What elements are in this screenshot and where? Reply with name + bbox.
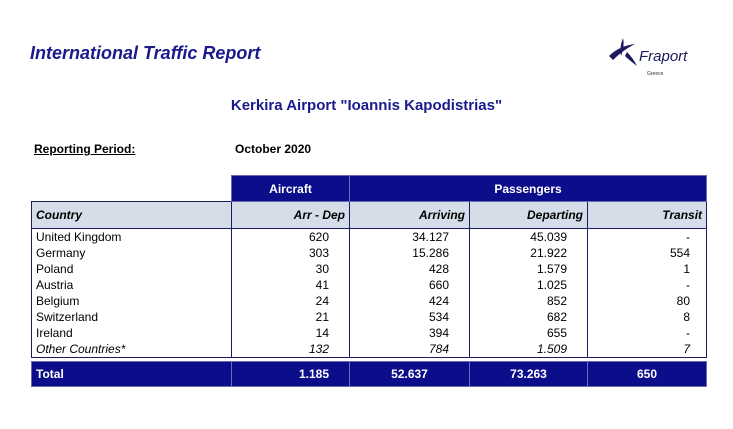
departing-cell: 21.922 xyxy=(469,245,588,261)
table-row: United Kingdom 620 34.127 45.039 - xyxy=(31,228,708,245)
transit-cell: 8 xyxy=(586,309,708,325)
country-cell: Poland xyxy=(31,261,232,277)
arr-dep-cell: 21 xyxy=(231,309,350,325)
arr-dep-cell: 30 xyxy=(231,261,350,277)
fraport-star-icon xyxy=(609,38,637,66)
departing-column-header: Departing xyxy=(469,201,588,229)
total-departing: 73.263 xyxy=(469,361,588,387)
logo-subtext: Greece xyxy=(647,71,664,77)
total-arr-dep: 1.185 xyxy=(231,361,350,387)
departing-cell: 655 xyxy=(469,325,588,341)
arr-dep-cell: 41 xyxy=(231,277,350,293)
transit-column-header: Transit xyxy=(586,201,708,229)
arr-dep-cell: 620 xyxy=(231,228,350,245)
arriving-cell: 660 xyxy=(349,277,470,293)
group-header-row: Aircraft Passengers xyxy=(32,175,708,202)
arriving-cell: 424 xyxy=(349,293,470,309)
country-cell: Other Countries* xyxy=(31,341,232,358)
country-column-header: Country xyxy=(31,201,232,229)
country-cell: Ireland xyxy=(31,325,232,341)
table-row: Switzerland 21 534 682 8 xyxy=(31,309,708,325)
arr-dep-cell: 132 xyxy=(231,341,350,358)
logo-wordmark: Fraport xyxy=(639,48,688,65)
arr-dep-cell: 303 xyxy=(231,245,350,261)
airport-name: Kerkira Airport "Ioannis Kapodistrias" xyxy=(230,97,503,114)
arr-dep-cell: 24 xyxy=(231,293,350,309)
table-row: Austria 41 660 1.025 - xyxy=(31,277,708,293)
country-cell: Austria xyxy=(31,277,232,293)
transit-cell: - xyxy=(586,325,708,341)
aircraft-group-header: Aircraft xyxy=(231,175,350,202)
country-cell: Switzerland xyxy=(31,309,232,325)
arriving-cell: 34.127 xyxy=(349,228,470,245)
passengers-group-header: Passengers xyxy=(348,175,708,202)
transit-cell: 7 xyxy=(586,341,708,358)
transit-cell: - xyxy=(586,277,708,293)
total-transit: 650 xyxy=(586,361,708,387)
airport-heading: Kerkira Airport "Ioannis Kapodistrias" xyxy=(0,97,733,115)
total-label: Total xyxy=(31,361,232,387)
departing-cell: 45.039 xyxy=(469,228,588,245)
country-cell: United Kingdom xyxy=(31,228,232,245)
column-header-row: Country Arr - Dep Arriving Departing Tra… xyxy=(31,201,708,229)
arr-dep-cell: 14 xyxy=(231,325,350,341)
transit-cell: - xyxy=(586,228,708,245)
table-row: Other Countries* 132 784 1.509 7 xyxy=(31,341,708,358)
traffic-table: Aircraft Passengers Country Arr - Dep Ar… xyxy=(31,175,708,387)
departing-cell: 682 xyxy=(469,309,588,325)
departing-cell: 1.579 xyxy=(469,261,588,277)
country-cell: Germany xyxy=(31,245,232,261)
total-row: Total 1.185 52.637 73.263 650 xyxy=(31,361,708,387)
arr-dep-column-header: Arr - Dep xyxy=(231,201,350,229)
departing-cell: 1.025 xyxy=(469,277,588,293)
table-row: Germany 303 15.286 21.922 554 xyxy=(31,245,708,261)
group-header-blank xyxy=(32,176,232,202)
fraport-logo: Fraport Greece xyxy=(605,32,710,80)
report-title: International Traffic Report xyxy=(30,43,261,63)
country-cell: Belgium xyxy=(31,293,232,309)
transit-cell: 1 xyxy=(586,261,708,277)
arriving-cell: 15.286 xyxy=(349,245,470,261)
total-arriving: 52.637 xyxy=(349,361,470,387)
arriving-column-header: Arriving xyxy=(349,201,470,229)
departing-cell: 1.509 xyxy=(469,341,588,358)
arriving-cell: 394 xyxy=(349,325,470,341)
arriving-cell: 534 xyxy=(349,309,470,325)
reporting-period-value: October 2020 xyxy=(235,142,312,156)
arriving-cell: 428 xyxy=(349,261,470,277)
table-row: Belgium 24 424 852 80 xyxy=(31,293,708,309)
transit-cell: 554 xyxy=(586,245,708,261)
transit-cell: 80 xyxy=(586,293,708,309)
table-row: Ireland 14 394 655 - xyxy=(31,325,708,341)
arriving-cell: 784 xyxy=(349,341,470,358)
table-row: Poland 30 428 1.579 1 xyxy=(31,261,708,277)
departing-cell: 852 xyxy=(469,293,588,309)
reporting-period-label: Reporting Period: xyxy=(34,142,136,156)
